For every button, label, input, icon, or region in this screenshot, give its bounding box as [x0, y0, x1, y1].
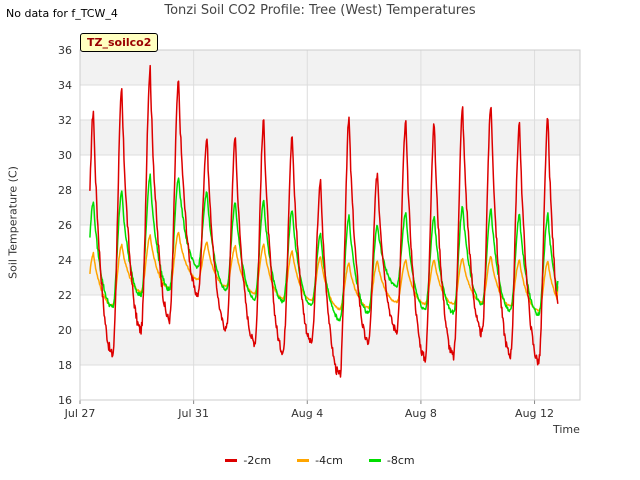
legend-swatch-8cm: [368, 459, 381, 462]
chart-title: Tonzi Soil CO2 Profile: Tree (West) Temp…: [164, 3, 476, 18]
y-tick-label: 36: [58, 44, 72, 57]
y-tick-label: 20: [58, 324, 72, 337]
plot-band: [80, 330, 580, 365]
x-tick-label: Aug 8: [405, 407, 437, 420]
x-tick-label: Jul 27: [64, 407, 96, 420]
legend-item-8cm: -8cm: [368, 454, 415, 467]
y-axis-label: Soil Temperature (C): [6, 166, 20, 279]
legend: -2cm -4cm -8cm: [0, 454, 640, 467]
site-badge: TZ_soilco2: [80, 33, 159, 52]
y-tick-label: 22: [58, 289, 72, 302]
x-tick-label: Aug 12: [515, 407, 554, 420]
plot-frame: [79, 49, 581, 401]
plot-band: [80, 120, 580, 155]
legend-label-4cm: -4cm: [315, 454, 343, 467]
x-axis-label: Time: [553, 423, 580, 436]
plot-background: [80, 50, 580, 365]
x-tick-label: Aug 4: [291, 407, 323, 420]
y-tick-label: 18: [58, 359, 72, 372]
plot-band: [80, 50, 580, 85]
no-data-note: No data for f_TCW_4: [6, 7, 118, 20]
legend-label-2cm: -2cm: [243, 454, 272, 467]
axes: 16 18 20 22 24 26 28 30 32 34 36 Jul 27 Jul 31 Aug 4 A…: [58, 44, 581, 420]
series-line-2cm: [89, 64, 559, 378]
y-tick-label: 30: [58, 149, 72, 162]
y-tick-label: 34: [58, 79, 72, 92]
x-tick-label: Jul 31: [177, 407, 209, 420]
series-line-8cm: [89, 173, 559, 322]
y-tick-label: 32: [58, 114, 72, 127]
series-lines: [89, 64, 559, 378]
y-tick-label: 24: [58, 254, 72, 267]
plot-band: [80, 260, 580, 295]
legend-swatch-2cm: [225, 459, 238, 462]
y-tick-label: 28: [58, 184, 72, 197]
legend-item-4cm: -4cm: [297, 454, 343, 467]
y-tick-label: 16: [58, 394, 72, 407]
legend-swatch-4cm: [297, 459, 310, 462]
legend-item-2cm: -2cm: [225, 454, 271, 467]
plot-band: [80, 190, 580, 225]
y-tick-label: 26: [58, 219, 72, 232]
legend-label-8cm: -8cm: [386, 454, 415, 467]
